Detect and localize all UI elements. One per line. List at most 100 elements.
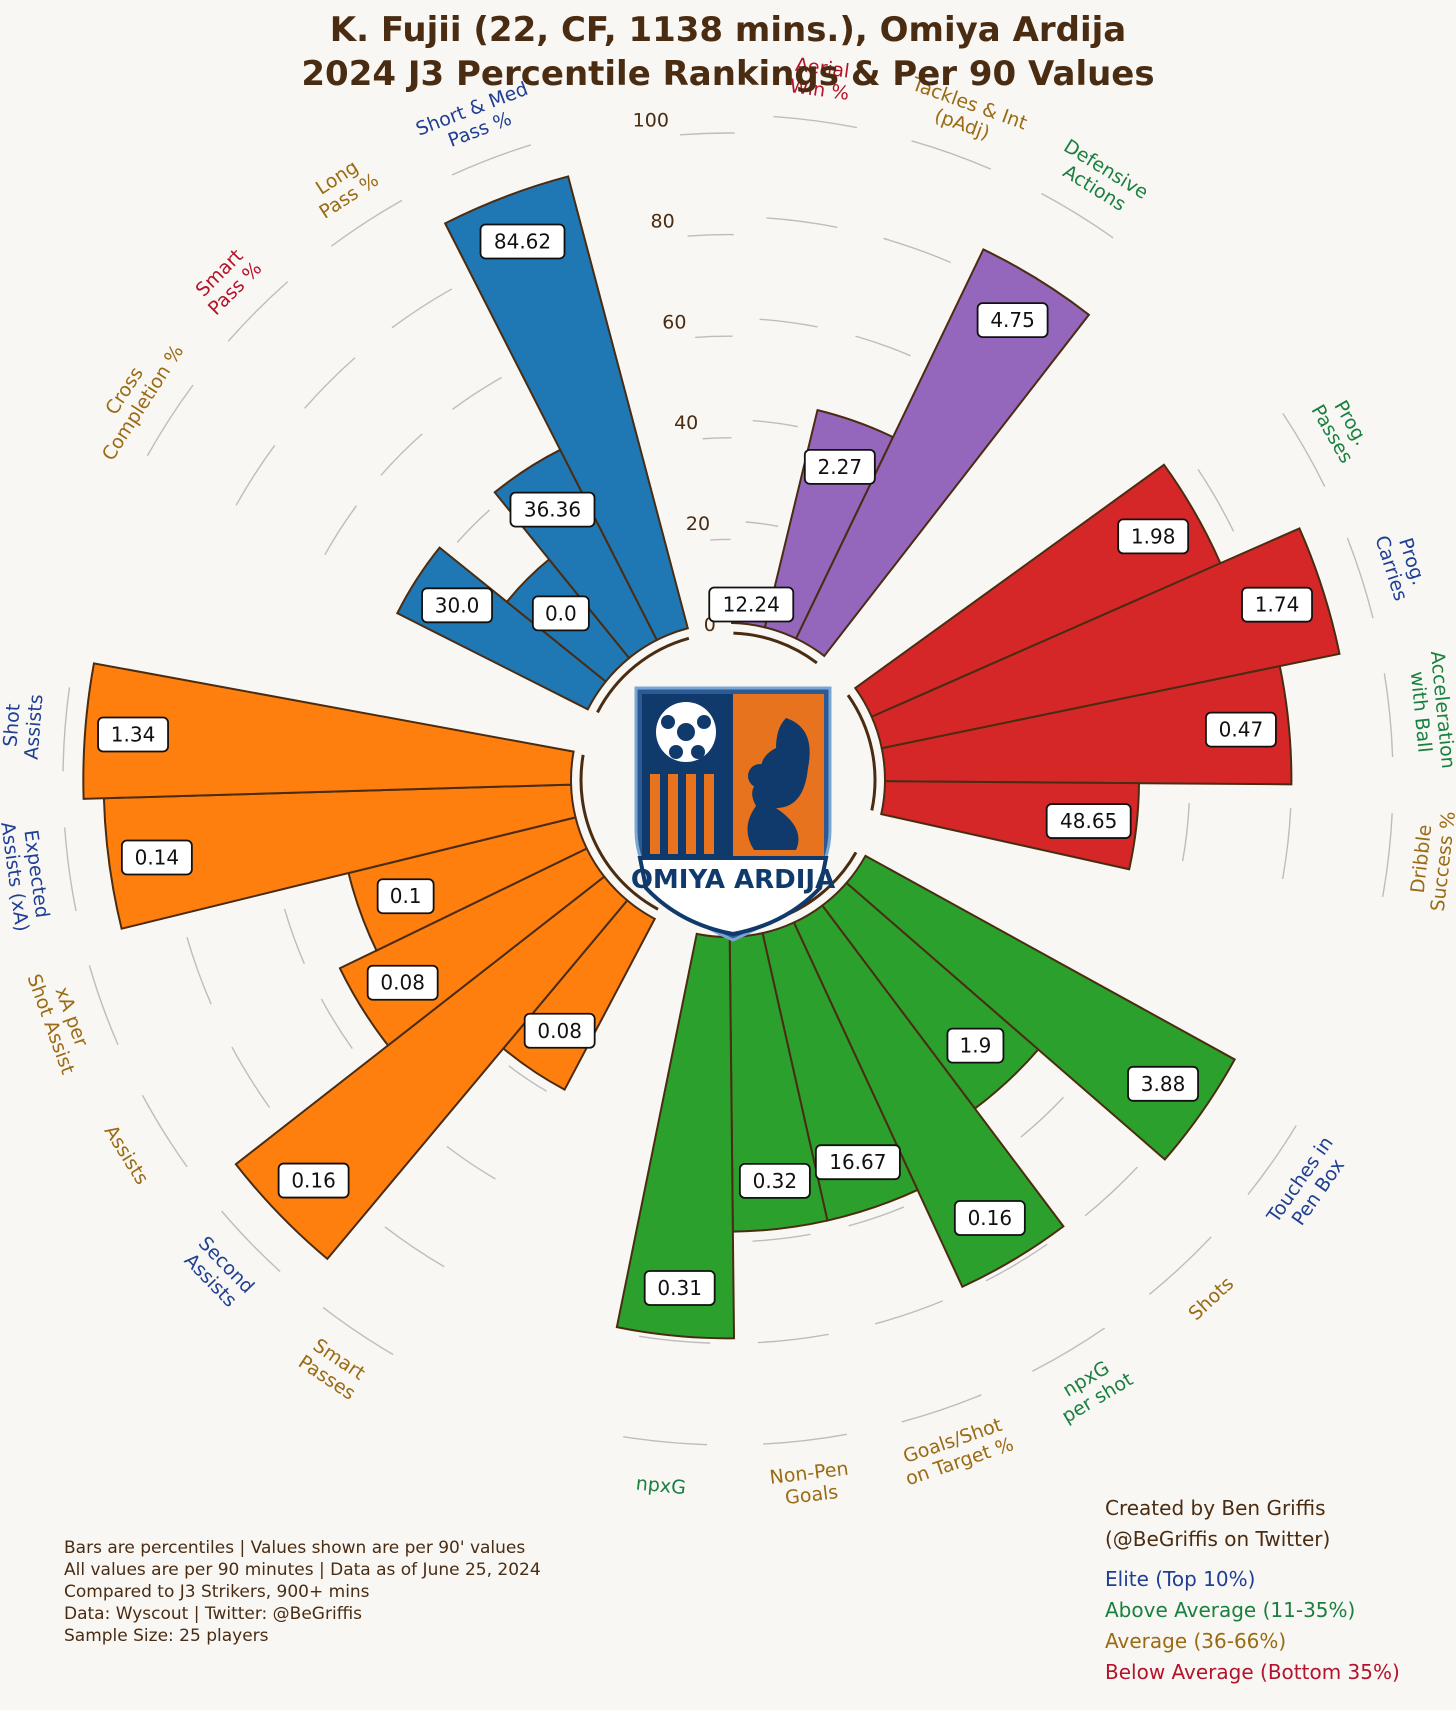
value-text: 0.32: [753, 1169, 798, 1193]
grid-arc: [446, 1145, 496, 1180]
grid-arc: [62, 687, 71, 772]
grid-arc: [141, 1094, 188, 1168]
grid-arc: [623, 1436, 708, 1446]
metric-label: Assists: [100, 1121, 153, 1188]
grid-arc: [1181, 803, 1190, 862]
value-text: 1.34: [111, 722, 156, 746]
bar: [792, 904, 1065, 1289]
value-text: 30.0: [435, 593, 480, 617]
value-text: 2.27: [818, 455, 863, 479]
value-text: 36.36: [524, 498, 581, 522]
legend-item-average: Average (36-66%): [1105, 1629, 1287, 1653]
grid-arc: [883, 237, 951, 264]
grid-arc: [848, 1206, 905, 1227]
value-label: 0.32: [738, 1163, 811, 1199]
footnote-line: Bars are percentiles | Values shown are …: [64, 1538, 526, 1558]
footnote-line: Compared to J3 Strikers, 900+ mins: [64, 1582, 370, 1602]
value-label: 1.74: [1241, 586, 1313, 623]
value-label: 4.75: [976, 302, 1049, 339]
metric-label: Prog.Passes: [1307, 397, 1373, 467]
value-label: 16.67: [814, 1144, 901, 1181]
title-line-2: 2024 J3 Percentile Rankings & Per 90 Val…: [301, 54, 1155, 94]
legend: Elite (Top 10%) Above Average (11-35%) A…: [1105, 1564, 1400, 1688]
metric-label-line: Assists: [21, 694, 48, 761]
group-arc: [579, 754, 659, 911]
value-label: 0.16: [277, 1162, 350, 1199]
grid-arc: [1381, 813, 1393, 897]
metric-label-line: npxG: [635, 1472, 687, 1499]
value-text: 0.31: [657, 1276, 702, 1300]
tick-arc: [680, 132, 735, 136]
title-line-1: K. Fujii (22, CF, 1138 mins.), Omiya Ard…: [329, 10, 1127, 50]
credit-line: Created by Ben Griffis: [1105, 1496, 1326, 1520]
value-text: 1.98: [1131, 524, 1176, 548]
grid-arc: [1197, 469, 1235, 532]
grid-arc: [1020, 1096, 1065, 1138]
grid-arc: [874, 1300, 943, 1325]
value-text: 0.16: [968, 1206, 1013, 1230]
grid-arc: [855, 335, 911, 357]
grid-arc: [1281, 808, 1292, 880]
value-text: 0.0: [545, 601, 577, 625]
credit-line: (@BeGriffis on Twitter): [1105, 1527, 1331, 1551]
grid-arc: [1032, 1327, 1106, 1372]
grid-arc: [452, 376, 502, 410]
value-text: 0.1: [390, 884, 422, 908]
value-text: 0.08: [537, 1019, 582, 1043]
value-label: 0.47: [1205, 711, 1277, 748]
radial-tick-label: 20: [686, 513, 710, 535]
grid-arc: [1346, 537, 1374, 619]
value-text: 84.62: [494, 230, 551, 254]
legend-item-elite: Elite (Top 10%): [1105, 1567, 1256, 1591]
value-label: 3.88: [1127, 1065, 1199, 1102]
tick-arc: [695, 335, 733, 339]
chart-title: K. Fujii (22, CF, 1138 mins.), Omiya Ard…: [0, 8, 1456, 96]
group-arc: [846, 694, 877, 811]
grid-arc: [324, 505, 358, 556]
value-label: 0.16: [953, 1200, 1026, 1236]
value-label: 0.31: [643, 1270, 716, 1306]
metric-label-line: Shot: [0, 703, 25, 748]
grid-arc: [322, 1307, 394, 1356]
bar: [615, 932, 736, 1340]
bar: [443, 175, 690, 642]
grid-arc: [759, 318, 818, 328]
crest-text: OMIYA ARDIJA: [631, 865, 835, 895]
radial-tick-label: 100: [633, 109, 669, 131]
metric-label-line: Shots: [1184, 1273, 1238, 1325]
value-text: 0.08: [380, 971, 425, 995]
value-text: 0.14: [135, 845, 180, 869]
value-label: 1.9: [946, 1027, 1005, 1064]
value-text: 12.24: [723, 593, 780, 617]
grid-arc: [508, 1065, 547, 1092]
footnote-line: Data: Wyscout | Twitter: @BeGriffis: [64, 1604, 362, 1624]
value-text: 48.65: [1060, 809, 1117, 833]
value-labels: 12.24 2.27 4.75 1.98 1.74 0.47 48.65 3.88 1.9 0.1…: [97, 223, 1313, 1306]
grid-arc: [1247, 1125, 1297, 1195]
bar: [880, 664, 1293, 786]
bar: [102, 783, 577, 930]
bar: [794, 248, 1091, 658]
grid-arc: [320, 998, 353, 1049]
grid-arc: [1084, 1166, 1138, 1217]
club-crest: OMIYA ARDIJA: [631, 686, 835, 942]
value-label: 0.1: [376, 878, 435, 915]
grid-arc: [1383, 673, 1394, 758]
metric-label: npxG: [635, 1472, 687, 1499]
footnote-line: Sample Size: 25 players: [64, 1626, 269, 1646]
value-text: 1.9: [960, 1034, 992, 1058]
grid-arc: [304, 357, 356, 409]
group-arc: [733, 631, 818, 665]
value-text: 1.74: [1255, 593, 1300, 617]
